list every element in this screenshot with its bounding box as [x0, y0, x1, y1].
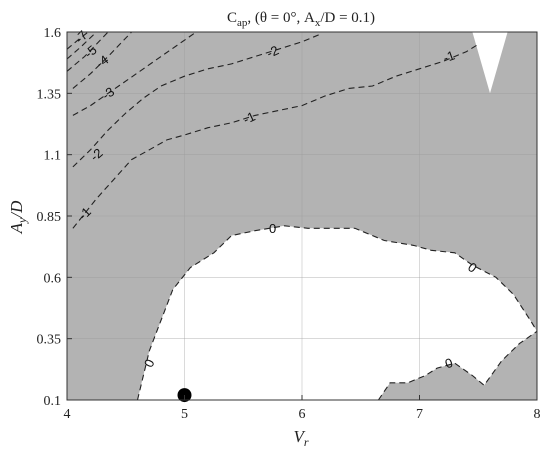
contour-label: -2: [264, 42, 281, 60]
x-tick-label: 6: [299, 407, 306, 422]
contour-line: [377, 330, 538, 401]
x-tick-label: 8: [534, 407, 541, 422]
top-right-positive-region: [472, 32, 508, 94]
title-main-sub: ap: [237, 17, 248, 29]
title-main: C: [227, 10, 237, 26]
x-tick-label: 4: [64, 407, 71, 422]
y-tick-label: 0.35: [37, 333, 62, 348]
contour-label: -1: [441, 48, 457, 66]
ylabel-main: A: [7, 222, 26, 234]
x-tick-label: 5: [181, 407, 188, 422]
ylabel-sub: y: [15, 217, 29, 224]
y-axis-title: Ay/D: [7, 200, 29, 234]
contour-label: -1: [241, 109, 258, 127]
y-tick-label: 0.1: [44, 394, 62, 409]
contour-line: [66, 31, 97, 60]
y-tick-label: 1.35: [37, 87, 62, 102]
plot-area: 000 0-1-1-1-2-2-3-4-5-7: [66, 28, 538, 403]
x-tick-label: 7: [416, 407, 423, 422]
title-rest-sub: x: [315, 17, 321, 29]
contour-line: [66, 31, 89, 50]
y-tick-label: 0.6: [44, 271, 62, 286]
chart-title: Cap, (θ = 0°, Ax/D = 0.1): [227, 10, 375, 29]
contour-line: [72, 33, 320, 168]
y-tick-label: 1.6: [44, 26, 62, 41]
contour-line: [72, 31, 132, 89]
contour-line: [72, 43, 479, 229]
x-axis-title: Vr: [293, 427, 308, 449]
contour-line: [72, 31, 197, 116]
xlabel-sub: r: [304, 435, 309, 449]
positive-region: [137, 225, 537, 400]
ylabel-tail: /D: [7, 200, 26, 219]
contour-line: [66, 31, 109, 72]
x-axis-ticks: 4 5 6 7 8: [64, 395, 541, 422]
title-tail: /D = 0.1): [320, 10, 375, 26]
y-tick-label: 1.1: [44, 149, 62, 164]
y-tick-label: 0.85: [37, 210, 62, 225]
contour-lines: [66, 31, 538, 401]
y-axis-ticks: 0.1 0.35 0.6 0.85 1.1 1.35 1.6: [37, 26, 72, 409]
contour-label: 0: [269, 221, 276, 236]
xlabel-main: V: [293, 427, 306, 446]
contour-label: 0: [443, 355, 455, 372]
title-rest: , (θ = 0°, A: [247, 10, 315, 26]
